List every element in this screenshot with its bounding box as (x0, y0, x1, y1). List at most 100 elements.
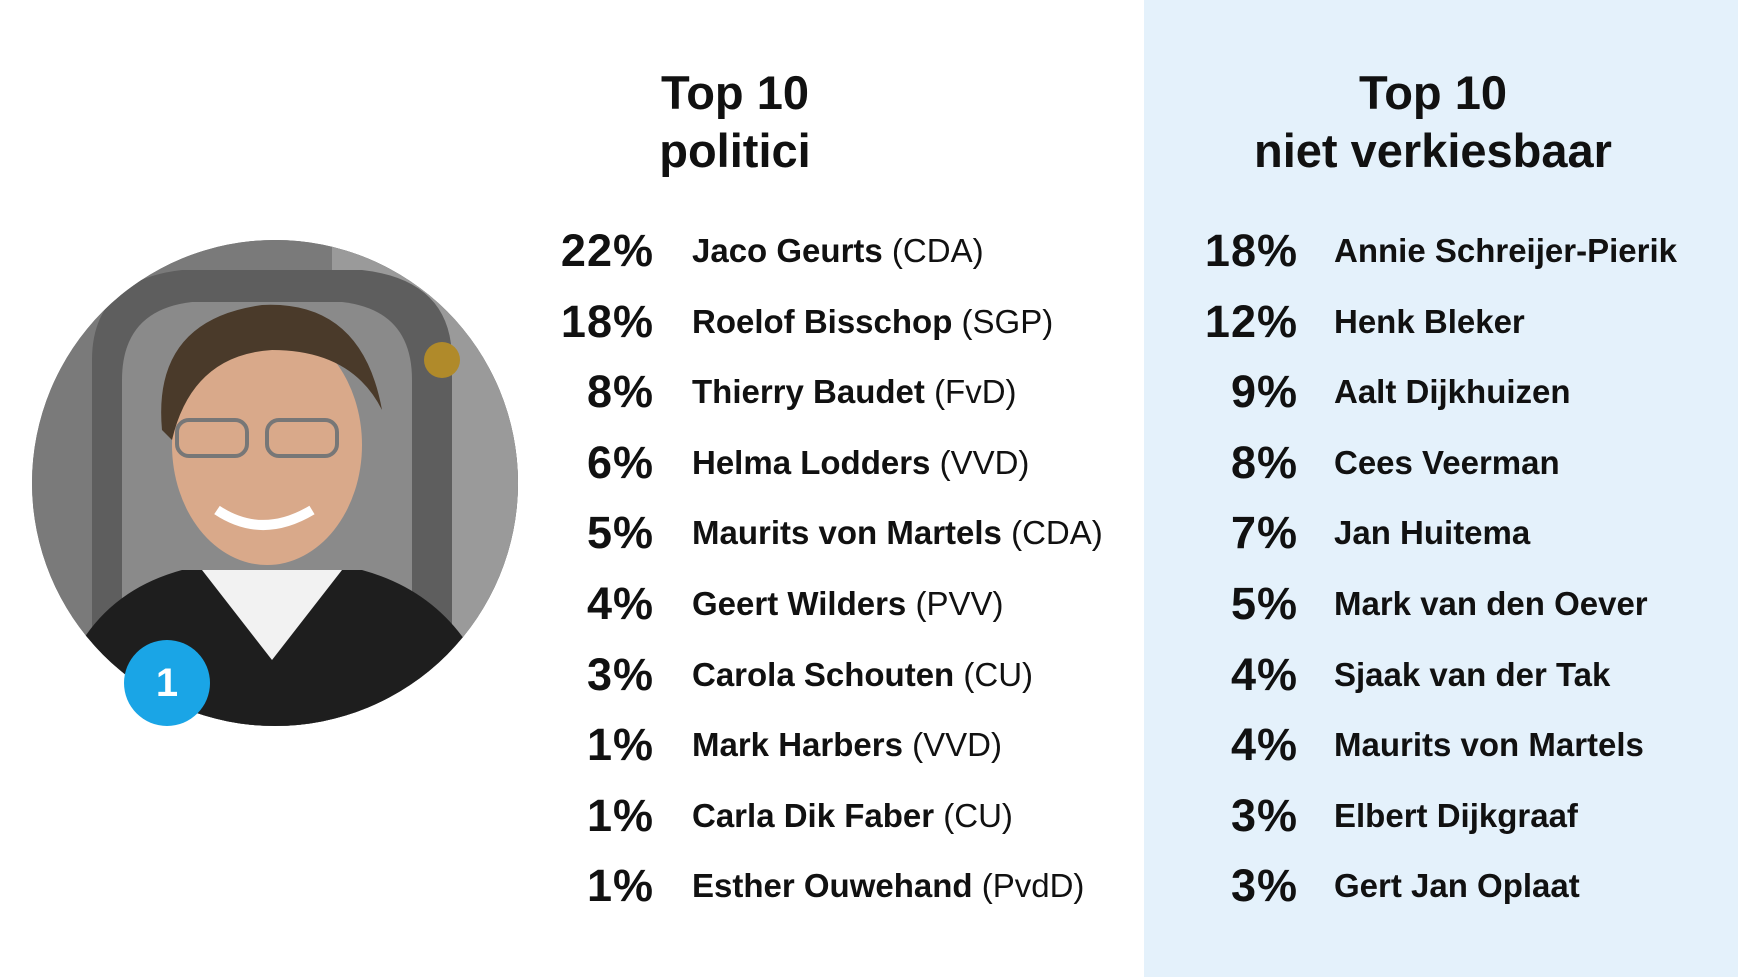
percentage: 5% (586, 507, 654, 559)
name-text: Aalt Dijkhuizen (1334, 373, 1571, 411)
name-text: Henk Bleker (1334, 302, 1525, 340)
percentage: 12% (1204, 295, 1298, 347)
list-item: 5% Maurits von Martels (CDA) (540, 498, 1103, 569)
name-text: Jan Huitema (1334, 514, 1531, 552)
percentage: 1% (586, 860, 654, 912)
name-text: Jaco Geurts (692, 232, 883, 269)
list-item: 5% Mark van den Oever (1180, 569, 1720, 640)
name-text: Cees Veerman (1334, 443, 1560, 481)
left-ranking-list: 22% Jaco Geurts (CDA) 18% Roelof Bisschop … (540, 216, 1103, 922)
percentage: 6% (586, 436, 654, 488)
percentage: 4% (1230, 648, 1298, 700)
left-column-title: Top 10 politici (590, 64, 880, 180)
list-item: 3% Gert Jan Oplaat (1180, 851, 1720, 922)
list-item: 4% Sjaak van der Tak (1180, 640, 1720, 711)
percentage: 18% (1204, 225, 1298, 276)
list-item: 1% Mark Harbers (VVD) (540, 710, 1100, 781)
percentage: 1% (586, 789, 654, 841)
percentage: 3% (1230, 860, 1298, 912)
list-item: 12% Henk Bleker (1180, 287, 1720, 358)
politician-name: Carola Schouten (CU) (692, 640, 1033, 710)
left-title-line1: Top 10 (661, 66, 809, 119)
person-name: Maurits von Martels (1334, 710, 1644, 780)
name-text: Carla Dik Faber (692, 796, 935, 834)
name-text: Helma Lodders (692, 443, 931, 481)
person-name: Jan Huitema (1334, 498, 1530, 568)
list-item: 18% Roelof Bisschop (SGP) (540, 287, 1100, 358)
list-item: 3% Elbert Dijkgraaf (1180, 781, 1720, 852)
list-item: 3% Carola Schouten (CU) (540, 640, 1100, 711)
politician-name: Mark Harbers (VVD) (692, 710, 1002, 780)
right-title-line1: Top 10 (1359, 66, 1507, 119)
politician-name: Jaco Geurts (CDA) (692, 216, 984, 286)
person-name: Cees Veerman (1334, 428, 1560, 498)
name-text: Carola Schouten (692, 655, 955, 693)
list-item: 4% Geert Wilders (PVV) (540, 569, 1100, 640)
name-text: Thierry Baudet (692, 373, 925, 411)
list-item: 1% Esther Ouwehand (PvdD) (540, 851, 1100, 922)
name-text: Maurits von Martels (692, 514, 1002, 552)
party-text: (PvdD) (981, 867, 1085, 905)
party-text: (SGP) (961, 302, 1054, 340)
percentage: 9% (1230, 366, 1298, 418)
name-text: Maurits von Martels (1334, 726, 1644, 764)
list-item: 8% Cees Veerman (1180, 428, 1720, 499)
name-text: Esther Ouwehand (692, 867, 973, 905)
person-name: Henk Bleker (1334, 287, 1525, 357)
party-text: (FvD) (934, 373, 1017, 411)
politician-name: Roelof Bisschop (SGP) (692, 287, 1053, 357)
list-item: 8% Thierry Baudet (FvD) (540, 357, 1100, 428)
party-text: (CU) (943, 796, 1013, 834)
right-panel-background (1144, 0, 1738, 977)
politician-name: Esther Ouwehand (PvdD) (692, 851, 1084, 921)
percentage: 8% (1230, 436, 1298, 488)
percentage: 3% (1230, 789, 1298, 841)
politician-name: Maurits von Martels (CDA) (692, 498, 1103, 568)
name-text: Sjaak van der Tak (1334, 655, 1611, 693)
person-name: Gert Jan Oplaat (1334, 851, 1580, 921)
percentage: 7% (1230, 507, 1298, 559)
politician-photo (32, 240, 518, 726)
right-ranking-list: 18% Annie Schreijer-Pierik 12% Henk Bleker… (1180, 216, 1720, 922)
percentage: 5% (1230, 577, 1298, 629)
left-title-line2: politici (659, 124, 811, 177)
percentage: 4% (1230, 719, 1298, 771)
rank-badge: 1 (124, 640, 210, 726)
party-text: (VVD) (912, 726, 1002, 764)
list-item: 1% Carla Dik Faber (CU) (540, 781, 1100, 852)
list-item: 4% Maurits von Martels (1180, 710, 1720, 781)
party-text: (CDA) (891, 232, 984, 269)
list-item: 22% Jaco Geurts (CDA) (540, 216, 1100, 287)
party-text: (CDA) (1011, 514, 1103, 552)
percentage: 8% (586, 366, 654, 418)
name-text: Gert Jan Oplaat (1334, 867, 1580, 905)
right-title-line2: niet verkiesbaar (1254, 124, 1612, 177)
politician-name: Geert Wilders (PVV) (692, 569, 1003, 639)
percentage: 4% (586, 577, 654, 629)
person-name: Aalt Dijkhuizen (1334, 357, 1571, 427)
party-text: (CU) (963, 655, 1034, 693)
list-item: 6% Helma Lodders (VVD) (540, 428, 1100, 499)
list-item: 18% Annie Schreijer-Pierik (1180, 216, 1720, 287)
name-text: Annie Schreijer-Pierik (1334, 232, 1677, 269)
person-name: Elbert Dijkgraaf (1334, 781, 1578, 851)
name-text: Mark van den Oever (1334, 584, 1648, 622)
name-text: Elbert Dijkgraaf (1334, 796, 1578, 834)
percentage: 3% (586, 648, 654, 700)
percentage: 1% (586, 719, 654, 771)
party-text: (PVV) (915, 584, 1004, 622)
name-text: Geert Wilders (692, 584, 907, 622)
person-name: Annie Schreijer-Pierik (1334, 216, 1677, 286)
person-name: Sjaak van der Tak (1334, 640, 1610, 710)
name-text: Mark Harbers (692, 726, 903, 764)
right-column-title: Top 10 niet verkiesbaar (1196, 64, 1670, 180)
politician-name: Carla Dik Faber (CU) (692, 781, 1013, 851)
list-item: 9% Aalt Dijkhuizen (1180, 357, 1720, 428)
party-text: (VVD) (939, 443, 1030, 481)
percentage: 18% (560, 295, 654, 347)
list-item: 7% Jan Huitema (1180, 498, 1720, 569)
politician-name: Helma Lodders (VVD) (692, 428, 1029, 498)
percentage: 22% (560, 225, 654, 276)
person-name: Mark van den Oever (1334, 569, 1648, 639)
name-text: Roelof Bisschop (692, 302, 953, 340)
